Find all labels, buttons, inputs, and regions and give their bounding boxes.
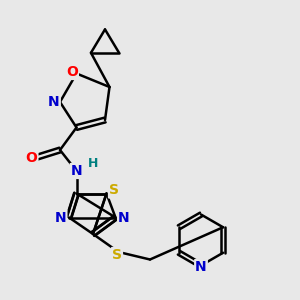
Text: O: O bbox=[26, 151, 38, 164]
Text: N: N bbox=[71, 164, 82, 178]
Text: S: S bbox=[109, 184, 119, 197]
Text: N: N bbox=[48, 95, 60, 109]
Text: N: N bbox=[118, 211, 130, 224]
Text: N: N bbox=[195, 260, 207, 274]
Text: O: O bbox=[66, 65, 78, 79]
Text: S: S bbox=[112, 248, 122, 262]
Text: H: H bbox=[88, 157, 98, 170]
Text: N: N bbox=[55, 211, 66, 224]
